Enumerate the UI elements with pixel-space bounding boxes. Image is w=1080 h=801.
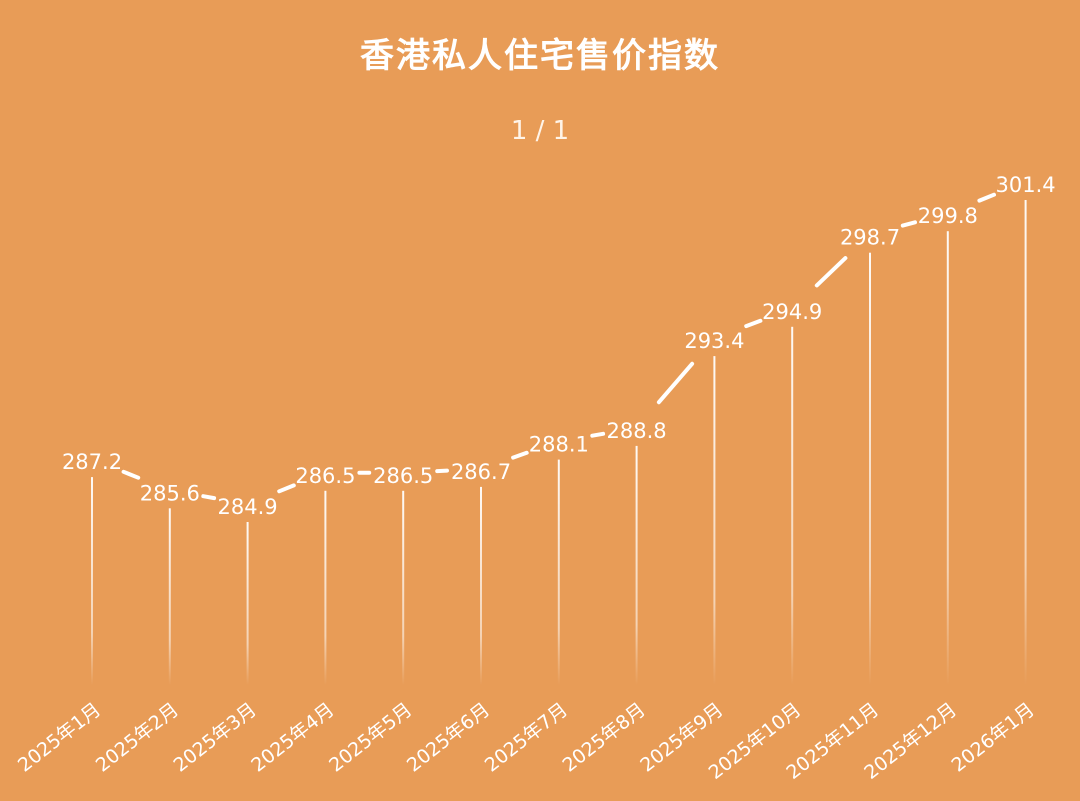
connector-7 [590, 431, 606, 438]
bar-5 [402, 490, 405, 685]
value-label-4: 286.5 [295, 464, 355, 488]
connector-8 [656, 361, 695, 405]
bar-7 [557, 459, 560, 685]
chart-title: 香港私人住宅售价指数 [360, 36, 720, 76]
x-tick-label-7: 2025年7月 [481, 699, 572, 777]
value-label-10: 294.9 [762, 300, 822, 324]
value-label-8: 288.8 [607, 419, 667, 443]
page-indicator[interactable]: 1 / 1 [510, 116, 570, 146]
x-tick-label-2: 2025年2月 [92, 699, 183, 777]
connector-3 [277, 483, 296, 494]
connector-layer [121, 192, 996, 501]
x-axis-labels: 2025年1月2025年2月2025年3月2025年4月2025年5月2025年… [14, 699, 1039, 784]
bar-11 [869, 252, 871, 685]
connector-2 [201, 494, 217, 501]
connector-10 [814, 256, 848, 288]
connector-11 [900, 220, 917, 228]
x-tick-label-4: 2025年4月 [247, 699, 338, 777]
bar-4 [324, 490, 327, 685]
bar-6 [480, 486, 482, 685]
x-tick-label-8: 2025年8月 [559, 699, 650, 777]
value-label-1: 287.2 [62, 450, 122, 474]
bar-9 [713, 356, 716, 685]
x-tick-label-13: 2026年1月 [948, 699, 1039, 777]
value-label-5: 286.5 [373, 464, 433, 488]
bar-layer [91, 200, 1027, 685]
bar-2 [168, 508, 171, 685]
bar-3 [246, 522, 249, 685]
bar-1 [91, 477, 93, 685]
bar-8 [635, 445, 638, 685]
value-label-2: 285.6 [140, 481, 200, 505]
value-label-6: 286.7 [451, 460, 511, 484]
value-label-7: 288.1 [529, 433, 589, 457]
connector-9 [744, 318, 763, 329]
x-tick-label-5: 2025年5月 [325, 699, 416, 777]
connector-6 [511, 450, 529, 460]
x-tick-label-6: 2025年6月 [403, 699, 494, 777]
connector-12 [977, 192, 996, 203]
bar-12 [946, 231, 949, 685]
x-tick-label-3: 2025年3月 [170, 699, 261, 777]
value-label-13: 301.4 [996, 173, 1056, 197]
x-tick-label-1: 2025年1月 [14, 699, 105, 777]
bar-10 [791, 326, 794, 685]
bar-13 [1024, 200, 1027, 685]
value-label-12: 299.8 [918, 204, 978, 228]
value-label-11: 298.7 [840, 226, 900, 250]
connector-1 [121, 469, 141, 480]
connector-5 [435, 468, 449, 474]
value-label-layer: 287.2 285.6 284.9 286.5 286.5 286.7 288.1 288.8… [62, 173, 1056, 519]
value-label-3: 284.9 [218, 495, 278, 519]
value-label-9: 293.4 [684, 329, 744, 353]
